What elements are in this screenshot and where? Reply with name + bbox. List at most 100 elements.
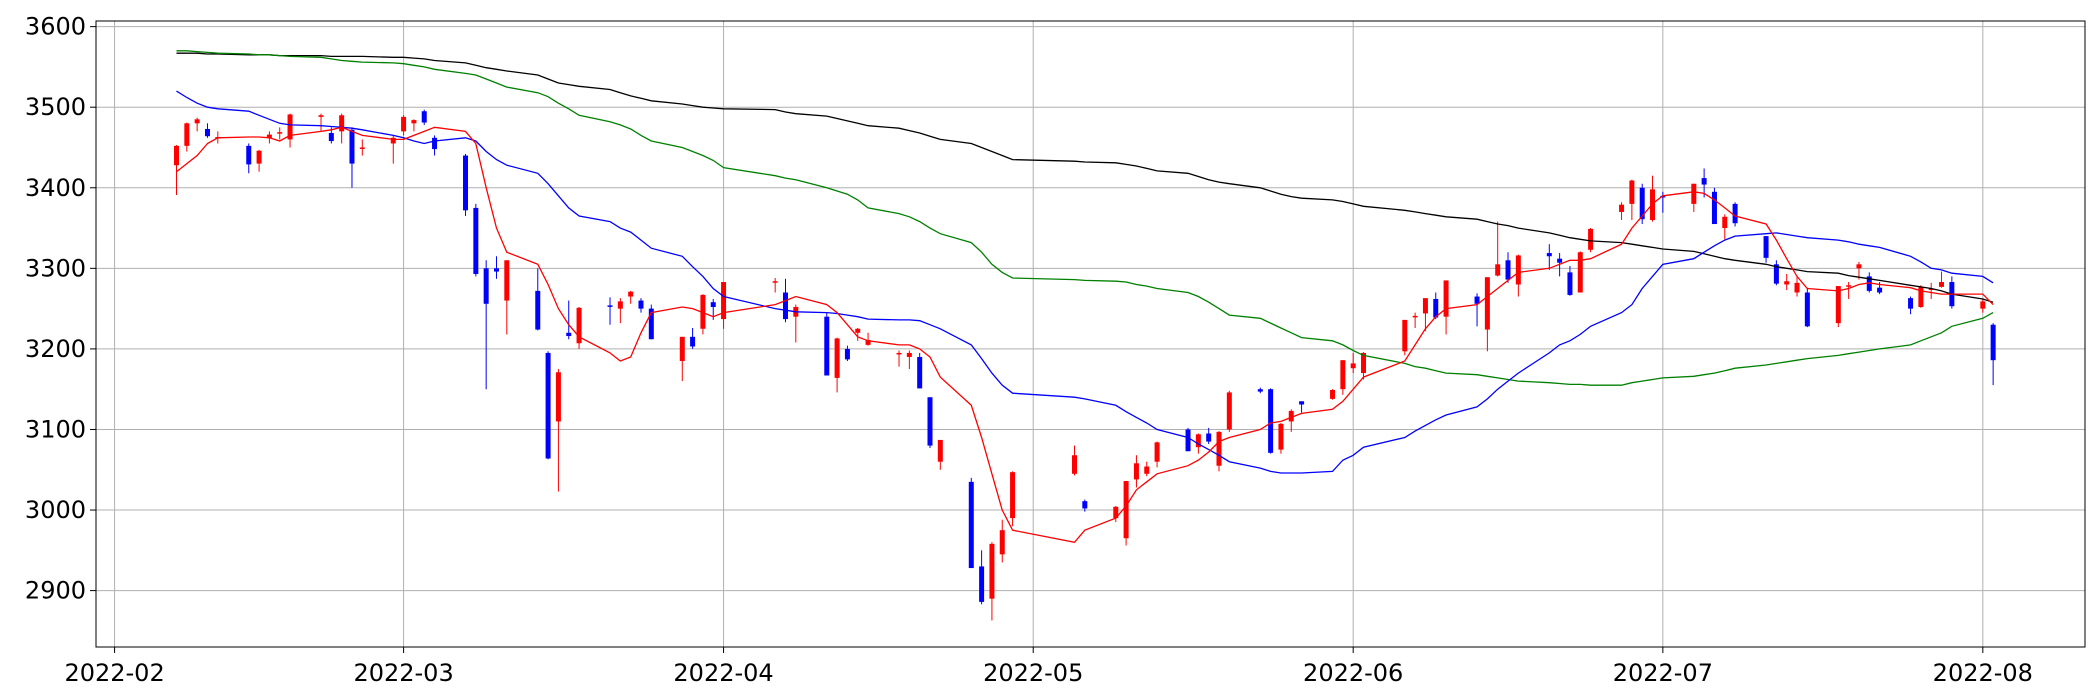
x-tick-label: 2022-03 — [353, 659, 453, 687]
candle-body — [535, 290, 541, 330]
y-tick-label: 3300 — [25, 254, 86, 282]
candle-body — [266, 134, 272, 138]
candle-body — [555, 372, 561, 422]
candle-body — [896, 352, 902, 355]
candle-body — [1226, 392, 1232, 430]
ma-line — [176, 52, 1994, 303]
candle-body — [1495, 264, 1501, 276]
candle-body — [989, 543, 995, 599]
candle-body — [1185, 429, 1191, 452]
candle-body — [1908, 298, 1914, 309]
plot-frame — [95, 20, 2086, 648]
candle-body — [1763, 236, 1769, 258]
candle-body — [1422, 298, 1428, 314]
candle-body — [906, 352, 912, 357]
candle-body — [1918, 286, 1924, 308]
candle-body — [1402, 319, 1408, 352]
candle-body — [1216, 431, 1222, 466]
candle-body — [1195, 434, 1201, 448]
candle-body — [1288, 410, 1294, 422]
candle-body — [390, 137, 396, 144]
x-tick-label: 2022-06 — [1303, 659, 1403, 687]
candle-body — [865, 340, 871, 345]
candle-body — [1144, 466, 1150, 474]
candle-body — [576, 307, 582, 344]
x-tick-label: 2022-08 — [1933, 659, 2033, 687]
candle-body — [287, 114, 293, 140]
candle-body — [1629, 180, 1635, 204]
candle-body — [1557, 258, 1563, 263]
candle-body — [1846, 285, 1852, 287]
candle-body — [318, 115, 324, 117]
candle-body — [628, 291, 634, 297]
candle-body — [844, 348, 850, 360]
candle-body — [834, 338, 840, 378]
candle-body — [855, 328, 861, 333]
candle-body — [349, 129, 355, 164]
candle-body — [1980, 301, 1986, 309]
candle-body — [917, 356, 923, 389]
candle-body — [1711, 191, 1717, 225]
candle-body — [1154, 442, 1160, 462]
candle-body — [277, 132, 283, 134]
candle-body — [607, 305, 613, 307]
candle-body — [937, 439, 943, 462]
ma-line — [176, 50, 1994, 386]
candle-body — [1877, 287, 1883, 293]
candle-body — [782, 292, 788, 320]
candle-body — [256, 150, 262, 164]
candle-body — [1928, 288, 1934, 290]
candle-body — [1660, 195, 1666, 198]
candle-body — [1299, 401, 1305, 405]
candle-body — [1866, 276, 1872, 291]
candle-body — [463, 155, 469, 211]
x-tick-label: 2022-07 — [1613, 659, 1713, 687]
candle-body — [638, 300, 644, 309]
candle-body — [1856, 264, 1862, 269]
candle-body — [339, 115, 345, 132]
candle-body — [1433, 298, 1439, 318]
candle-body — [1361, 352, 1367, 374]
candle-body — [421, 111, 427, 123]
candle-body — [679, 336, 685, 361]
candle-body — [1639, 187, 1645, 220]
y-tick-label: 3600 — [25, 13, 86, 41]
candle-body — [710, 302, 716, 308]
candle-body — [1990, 324, 1996, 361]
ma-line — [176, 126, 1994, 544]
candle-body — [1412, 315, 1418, 318]
candle-body — [174, 145, 180, 166]
y-tick-label: 3400 — [25, 174, 86, 202]
candle-body — [566, 332, 572, 337]
candle-body — [1784, 281, 1790, 285]
candle-body — [721, 282, 727, 320]
candle-body — [1443, 280, 1449, 317]
candle-body — [1691, 183, 1697, 204]
candle-body — [473, 207, 479, 274]
candle-body — [483, 268, 489, 304]
candle-body — [927, 397, 933, 446]
candle-body — [1082, 501, 1088, 509]
candle-body — [1732, 203, 1738, 224]
y-tick-label: 3000 — [25, 496, 86, 524]
candle-body — [328, 132, 334, 142]
candle-body — [1350, 363, 1356, 369]
candle-body — [979, 566, 985, 602]
candle-body — [1515, 255, 1521, 285]
candle-body — [1010, 472, 1016, 519]
candle-body — [1546, 253, 1552, 257]
candle-body — [204, 128, 210, 137]
candle-body — [824, 316, 830, 376]
candle-body — [1340, 360, 1346, 390]
y-tick-label: 3100 — [25, 415, 86, 443]
candle-body — [545, 352, 551, 459]
candle-body — [411, 120, 417, 124]
candle-body — [1072, 455, 1078, 474]
candle-body — [1268, 389, 1274, 453]
y-tick-label: 3500 — [25, 93, 86, 121]
candle-body — [1257, 389, 1263, 392]
candle-body — [184, 123, 190, 146]
candle-body — [493, 268, 499, 272]
candle-body — [359, 147, 365, 149]
